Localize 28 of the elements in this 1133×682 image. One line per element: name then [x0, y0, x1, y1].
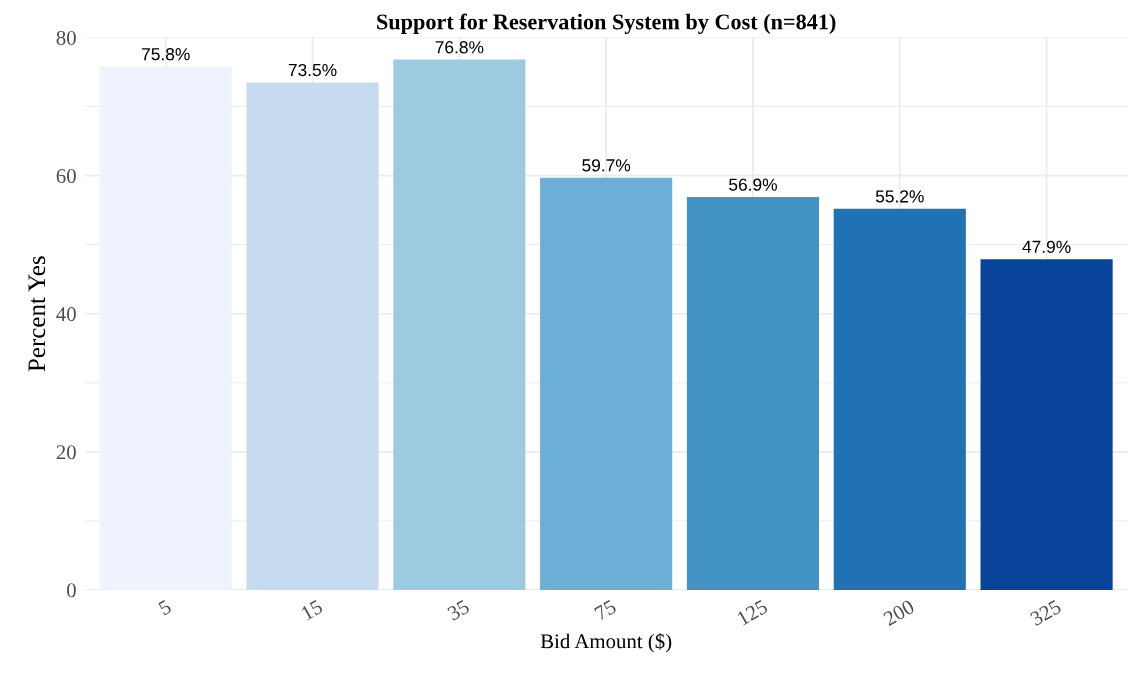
- y-tick-label: 80: [56, 30, 76, 45]
- y-tick-label: 0: [67, 583, 76, 598]
- x-tick-label: 15: [300, 599, 324, 621]
- y-tick-label: 40: [56, 307, 76, 322]
- x-tick-label: 200: [882, 599, 916, 627]
- bar: [246, 82, 379, 590]
- data-label: 47.9%: [1022, 240, 1071, 253]
- x-tick-label: 325: [1029, 599, 1063, 627]
- y-axis-title: Percent Yes: [28, 256, 46, 372]
- x-tick-label: 35: [446, 599, 471, 621]
- y-tick-label: 60: [56, 168, 76, 184]
- x-tick-label: 75: [594, 599, 618, 621]
- x-axis-title: Bid Amount ($): [540, 633, 672, 653]
- x-tick-label: 5: [157, 599, 173, 616]
- bar: [540, 177, 673, 590]
- data-label: 55.2%: [875, 190, 924, 203]
- bar: [393, 59, 526, 590]
- data-label: 76.8%: [435, 41, 484, 54]
- y-tick-label: 20: [56, 445, 76, 460]
- chart-title: Support for Reservation System by Cost (n=841): [377, 13, 836, 34]
- bar: [686, 197, 820, 590]
- bar: [980, 259, 1113, 590]
- x-tick-label: 125: [736, 599, 769, 626]
- data-label: 59.7%: [582, 159, 631, 172]
- data-label: 75.8%: [142, 48, 190, 61]
- data-label: 56.9%: [729, 178, 777, 191]
- data-label: 73.5%: [288, 63, 337, 77]
- bar: [833, 208, 966, 590]
